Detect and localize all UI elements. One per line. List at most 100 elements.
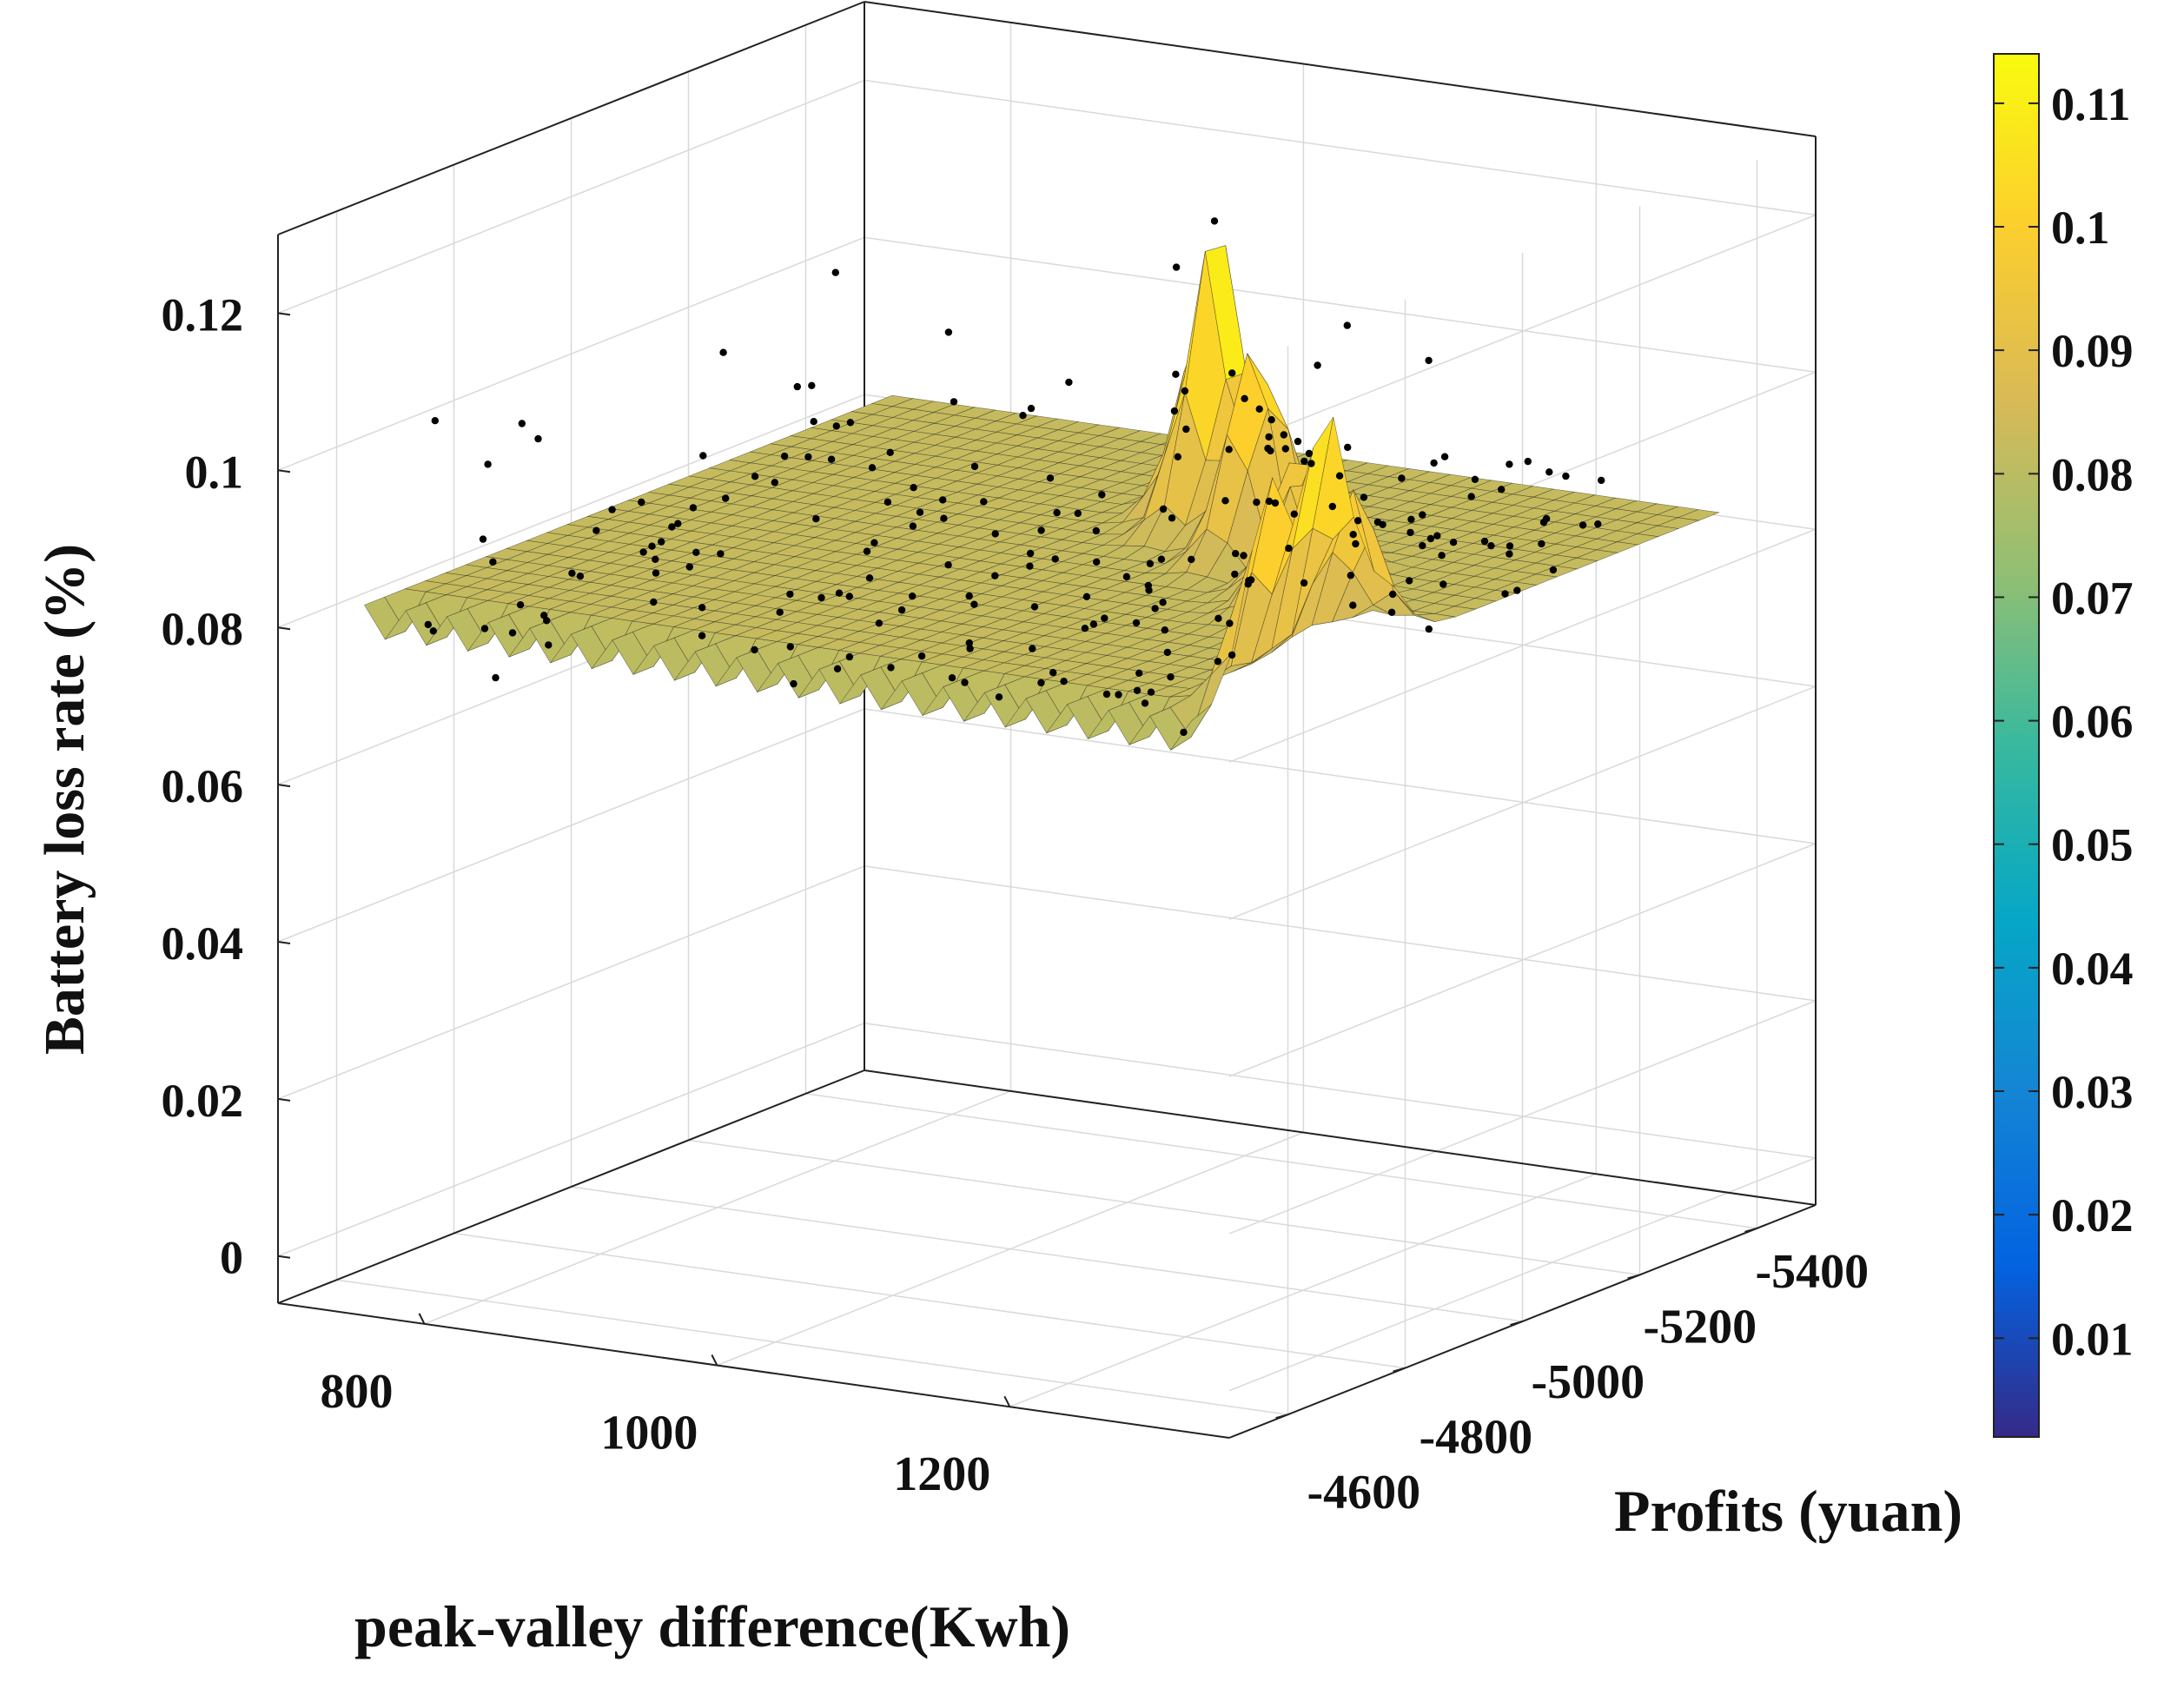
scatter-point <box>1253 498 1261 507</box>
scatter-point <box>1449 539 1458 546</box>
scatter-point <box>940 514 948 522</box>
scatter-point <box>845 652 854 661</box>
scatter-point <box>717 550 725 558</box>
scatter-point <box>1360 493 1368 501</box>
scatter-point <box>1307 460 1315 467</box>
z-tick <box>277 941 291 944</box>
scatter-point <box>1265 497 1274 506</box>
scatter-point <box>1549 566 1558 574</box>
scatter-point <box>722 494 730 502</box>
scatter-point <box>835 589 844 597</box>
scatter-point <box>516 601 525 609</box>
scatter-point <box>1281 445 1290 453</box>
z-tick <box>277 1097 291 1102</box>
x-axis-label: peak-valley difference(Kwh) <box>354 1593 1070 1659</box>
scatter-point <box>1188 555 1195 564</box>
scatter-point <box>1255 405 1263 413</box>
axis-ticks: 0 0.02 0.04 0.06 0.08 0.1 0.12 800 1000 1200 -4600… <box>162 288 1870 1520</box>
scatter-point <box>1349 601 1357 609</box>
scatter-point <box>1174 453 1182 460</box>
axis-edge <box>277 1 865 235</box>
scatter-point <box>692 548 700 556</box>
scatter-point <box>1092 526 1101 535</box>
scatter-point <box>1030 603 1039 611</box>
scatter-point <box>916 508 924 516</box>
scatter-point <box>1353 517 1362 525</box>
scatter-point <box>1280 431 1288 439</box>
scatter-point <box>1159 505 1168 513</box>
grid-line <box>571 1186 1523 1322</box>
x-tick <box>711 1354 718 1366</box>
scatter-point <box>658 538 665 546</box>
scatter-point <box>1501 590 1509 598</box>
scatter-point <box>1314 361 1321 369</box>
scatter-point <box>1231 570 1239 579</box>
scatter-point <box>1425 625 1433 633</box>
scatter-point <box>508 629 517 637</box>
scatter-point <box>909 522 917 530</box>
scatter-point <box>1133 686 1142 694</box>
scatter-point <box>518 420 526 427</box>
colorbar-tick-label: 0.04 <box>2051 943 2134 995</box>
scatter-point <box>1141 699 1149 707</box>
scatter-point <box>1344 443 1352 452</box>
scatter-point <box>965 639 974 647</box>
colorbar-tick-label: 0.01 <box>2051 1313 2134 1365</box>
scatter-point <box>808 381 816 389</box>
y-tick <box>1393 1367 1406 1373</box>
scatter-point <box>1467 493 1475 500</box>
scatter-point <box>875 619 884 627</box>
axes-box <box>277 1 1817 1439</box>
grid-line <box>805 1093 1757 1229</box>
scatter-point <box>1135 669 1143 677</box>
z-tick-label: 0 <box>220 1232 243 1284</box>
grid-line <box>864 1022 1817 1159</box>
scatter-point <box>1098 491 1106 499</box>
scatter-point <box>865 574 874 582</box>
scatter-point <box>1265 433 1273 441</box>
scatter-point <box>1506 460 1513 468</box>
y-tick-label: -5000 <box>1532 1355 1645 1409</box>
scatter-point <box>1433 532 1441 540</box>
grid-line <box>864 79 1817 216</box>
scatter-point <box>1049 669 1057 677</box>
grid-line <box>864 708 1817 844</box>
scatter-point <box>639 548 647 556</box>
scatter-point <box>1026 549 1035 558</box>
scatter-point <box>780 452 789 460</box>
scatter-point <box>1019 412 1027 420</box>
scatter-point <box>1051 555 1059 563</box>
scatter-point <box>1539 519 1548 526</box>
scatter-point <box>650 598 658 606</box>
scatter-point <box>812 515 820 523</box>
scatter-point <box>568 569 576 577</box>
colorbar-tick-label: 0.07 <box>2051 572 2134 624</box>
scatter-point <box>1026 562 1034 570</box>
colorbar-gradient <box>1993 53 2040 1438</box>
scatter-point <box>1147 688 1155 696</box>
scatter-point <box>786 643 794 651</box>
x-tick <box>418 1313 426 1325</box>
scatter-point <box>1439 580 1447 588</box>
scatter-point <box>1053 508 1061 517</box>
scatter-point <box>1406 577 1413 585</box>
scatter-point <box>1487 542 1495 550</box>
z-tick-label: 0.02 <box>162 1075 244 1127</box>
scatter-point <box>480 625 489 632</box>
z-tick <box>277 626 291 631</box>
scatter-point <box>1294 437 1302 446</box>
scatter-point <box>698 632 706 639</box>
scatter-point <box>1506 550 1513 558</box>
z-tick-label: 0.08 <box>162 603 244 655</box>
scatter-point <box>846 419 855 427</box>
scatter-point <box>886 448 894 456</box>
scatter-point <box>1225 446 1233 454</box>
colorbar-tick-label: 0.09 <box>2051 325 2134 377</box>
scatter-point <box>1029 645 1036 652</box>
scatter-point <box>970 462 979 471</box>
scatter-point <box>1157 555 1166 563</box>
z-axis-label: Battery loss rate (%) <box>33 544 96 1055</box>
colorbar-tick-label: 0.11 <box>2051 78 2131 130</box>
scatter-point <box>980 498 988 506</box>
scatter-point <box>540 612 548 619</box>
